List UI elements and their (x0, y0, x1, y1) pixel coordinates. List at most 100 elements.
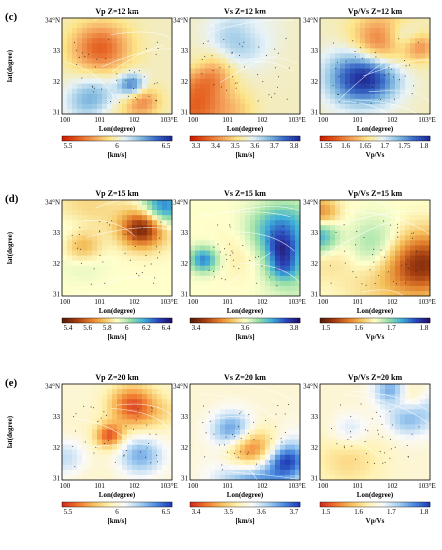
map-frame (319, 199, 431, 297)
lat-tick: 32 (181, 444, 189, 452)
x-axis-label: Lon(degree) (99, 491, 136, 499)
map-frame (189, 199, 301, 297)
colorbar: 5.5 6 6.5 [km/s] (61, 135, 173, 159)
colorbar-tick: 3.4 (211, 142, 220, 150)
fault-lines (63, 10, 173, 97)
colorbar-tick: 5.8 (103, 324, 112, 332)
colorbar-unit: Vp/Vs (366, 151, 385, 159)
lon-tick: 103°E (418, 482, 436, 490)
lon-tick: 103°E (418, 298, 436, 306)
seismic-events (201, 38, 290, 102)
lon-tick: 100 (60, 298, 71, 306)
colorbar-tick: 6 (115, 508, 119, 516)
lon-tick: 102 (129, 482, 140, 490)
y-axis-label: lat(degree) (6, 49, 14, 82)
x-axis-label: Lon(degree) (227, 125, 264, 133)
fault-lines (197, 384, 301, 481)
colorbar-tick: 6 (115, 142, 119, 150)
velocity-field (62, 200, 173, 297)
lon-tick: 102 (387, 298, 398, 306)
colorbar-tick: 3.6 (250, 142, 259, 150)
seismic-events (208, 224, 290, 287)
colorbar-tick: 3.6 (241, 324, 250, 332)
lat-tick: 31 (181, 291, 189, 299)
colorbar-tick: 1.8 (420, 508, 429, 516)
velocity-field (190, 200, 301, 297)
panel-label: (e) (5, 377, 18, 389)
colorbar: 1.55 1.6 1.65 1.7 1.75 1.8 Vp/Vs (319, 135, 431, 159)
lon-tick: 100 (188, 482, 199, 490)
map-frame (189, 383, 301, 481)
colorbar-unit: Vp/Vs (366, 333, 385, 341)
lon-tick: 101 (222, 298, 233, 306)
colorbar-unit: [km/s] (107, 333, 126, 341)
lat-tick: 31 (311, 109, 319, 117)
lat-tick: 32 (53, 78, 61, 86)
fault-lines (195, 206, 301, 293)
lon-tick: 101 (352, 116, 363, 124)
lat-tick: 32 (53, 444, 61, 452)
panel-label: (c) (5, 11, 18, 23)
seismic-events (74, 39, 159, 103)
x-axis-label: Lon(degree) (99, 307, 136, 315)
velocity-field (62, 384, 173, 481)
velocity-field (62, 18, 173, 115)
lon-tick: 103°E (288, 116, 306, 124)
lat-tick: 34°N (45, 17, 60, 25)
map-title: Vp Z=12 km (95, 7, 139, 16)
lat-tick: 33 (181, 229, 189, 237)
colorbar-tick: 1.5 (322, 324, 331, 332)
lon-tick: 103°E (160, 298, 178, 306)
colorbar: 1.5 1.6 1.7 1.8 Vp/Vs (319, 501, 431, 525)
velocity-field (320, 18, 431, 115)
colorbar-tick: 5.5 (64, 142, 73, 150)
map-frame (61, 199, 173, 297)
lat-tick: 34°N (303, 383, 318, 391)
lat-tick: 34°N (173, 17, 188, 25)
colorbar: 3.4 3.6 3.8 [km/s] (189, 317, 301, 341)
colorbar-unit: [km/s] (107, 151, 126, 159)
colorbar-tick: 6 (125, 324, 129, 332)
colorbar: 5.4 5.6 5.8 6 6.2 6.4 [km/s] (61, 317, 173, 341)
lat-tick: 34°N (45, 383, 60, 391)
lon-tick: 100 (60, 482, 71, 490)
fault-lines (324, 391, 431, 484)
colorbar-tick: 3.5 (231, 142, 240, 150)
lon-tick: 102 (257, 482, 268, 490)
colorbar-tick: 1.6 (354, 324, 363, 332)
x-axis-label: Lon(degree) (357, 491, 394, 499)
lon-tick: 100 (318, 116, 329, 124)
colorbar-tick: 1.6 (341, 142, 350, 150)
lat-tick: 33 (181, 47, 189, 55)
lat-tick: 32 (181, 78, 189, 86)
x-axis-label: Lon(degree) (357, 307, 394, 315)
y-axis-label: lat(degree) (6, 415, 14, 448)
lat-tick: 31 (53, 109, 61, 117)
lon-tick: 103°E (418, 116, 436, 124)
lat-tick: 32 (181, 260, 189, 268)
lon-tick: 100 (60, 116, 71, 124)
colorbar-tick: 3.4 (192, 508, 201, 516)
map-frame (61, 383, 173, 481)
velocity-field (190, 384, 301, 481)
seismic-events (72, 405, 158, 468)
lon-tick: 103°E (288, 298, 306, 306)
x-axis-label: Lon(degree) (227, 307, 264, 315)
seismic-events (332, 38, 419, 104)
colorbar-tick: 1.75 (398, 142, 411, 150)
map-title: Vp/Vs Z=20 km (348, 373, 403, 382)
lon-tick: 102 (129, 116, 140, 124)
colorbar-unit: [km/s] (107, 517, 126, 525)
map-frame (319, 17, 431, 115)
lon-tick: 100 (188, 298, 199, 306)
lon-tick: 102 (129, 298, 140, 306)
colorbar-unit: [km/s] (235, 333, 254, 341)
colorbar-tick: 3.4 (192, 324, 201, 332)
